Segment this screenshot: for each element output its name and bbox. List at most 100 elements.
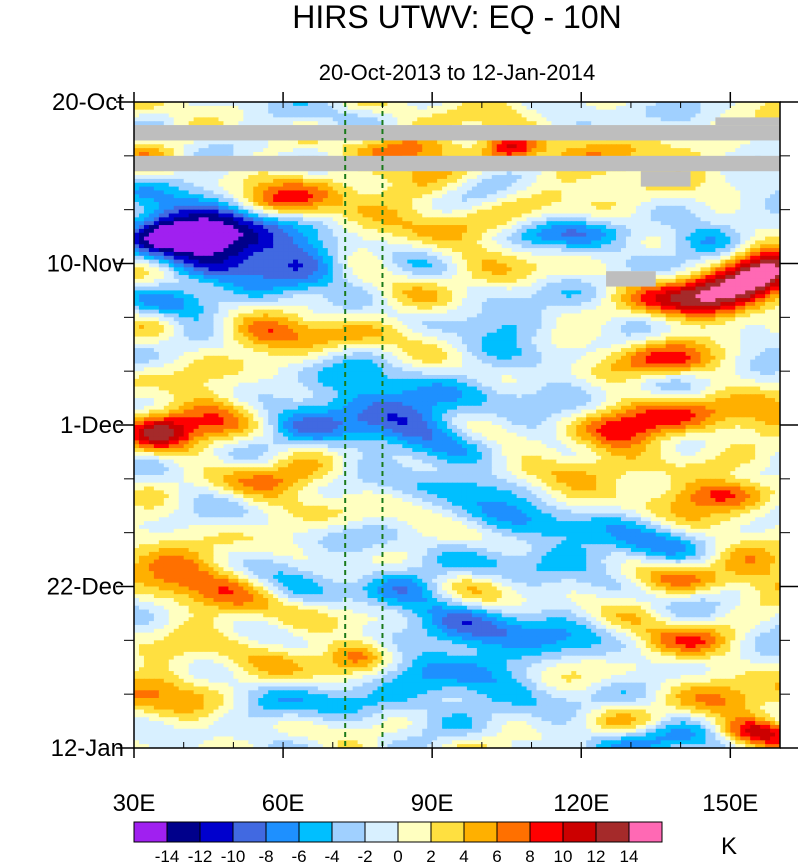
heatmap-cell xyxy=(625,217,632,222)
heatmap-cell xyxy=(576,232,582,238)
heatmap-cell xyxy=(501,117,508,122)
heatmap-cell xyxy=(402,217,408,222)
heatmap-cell xyxy=(725,209,731,215)
heatmap-cell xyxy=(675,225,682,230)
heatmap-cell xyxy=(526,102,533,107)
heatmap-cell xyxy=(332,148,339,153)
heatmap-cell xyxy=(457,148,463,153)
heatmap-cell xyxy=(213,201,220,207)
heatmap-cell xyxy=(273,117,279,122)
heatmap-cell xyxy=(273,205,279,211)
heatmap-cell xyxy=(616,209,622,215)
heatmap-cell xyxy=(387,228,393,234)
heatmap-cell xyxy=(745,198,751,203)
heatmap-cell xyxy=(432,201,438,207)
heatmap-cell xyxy=(735,228,741,234)
heatmap-cell xyxy=(695,121,702,126)
heatmap-cell xyxy=(362,178,369,184)
heatmap-cell xyxy=(655,244,662,249)
heatmap-cell xyxy=(168,140,175,145)
heatmap-cell xyxy=(447,190,453,195)
heatmap-cell xyxy=(138,102,145,107)
heatmap-cell xyxy=(471,151,478,157)
heatmap-cell xyxy=(327,113,334,118)
heatmap-cell xyxy=(407,151,413,157)
heatmap-cell xyxy=(491,182,498,188)
heatmap-cell xyxy=(183,205,190,211)
heatmap-cell xyxy=(198,113,205,118)
heatmap-cell xyxy=(213,244,220,249)
heatmap-cell xyxy=(511,194,518,199)
heatmap-cell xyxy=(397,248,403,253)
heatmap-cell xyxy=(705,144,712,149)
heatmap-cell xyxy=(288,109,294,115)
heatmap-cell xyxy=(317,186,324,192)
heatmap-cell xyxy=(730,240,736,245)
heatmap-cell xyxy=(228,121,234,126)
heatmap-cell xyxy=(516,213,523,218)
heatmap-cell xyxy=(322,140,329,145)
heatmap-cell xyxy=(457,186,463,192)
heatmap-cell xyxy=(531,194,538,199)
heatmap-cell xyxy=(496,194,503,199)
heatmap-cell xyxy=(283,171,289,176)
heatmap-cell xyxy=(546,117,553,122)
heatmap-cell xyxy=(620,244,627,249)
heatmap-cell xyxy=(263,148,269,153)
heatmap-cell xyxy=(501,228,508,234)
heatmap-cell xyxy=(297,171,304,176)
heatmap-cell xyxy=(675,105,682,111)
heatmap-cell xyxy=(317,171,324,176)
heatmap-cell xyxy=(337,113,344,118)
heatmap-cell xyxy=(218,182,225,188)
heatmap-cell xyxy=(506,217,513,222)
heatmap-cell xyxy=(700,228,707,234)
heatmap-cell xyxy=(258,248,264,253)
heatmap-cell xyxy=(601,225,607,230)
heatmap-cell xyxy=(571,109,577,115)
heatmap-cell xyxy=(457,198,463,203)
heatmap-cell xyxy=(208,217,215,222)
heatmap-cell xyxy=(327,217,334,222)
heatmap-cell xyxy=(635,105,642,111)
heatmap-cell xyxy=(447,198,453,203)
heatmap-cell xyxy=(760,232,766,238)
heatmap-cell xyxy=(253,209,259,215)
heatmap-cell xyxy=(566,117,572,122)
heatmap-cell xyxy=(322,148,329,153)
heatmap-cell xyxy=(143,151,150,157)
heatmap-cell xyxy=(332,109,339,115)
heatmap-cell xyxy=(670,198,677,203)
heatmap-cell xyxy=(635,151,642,157)
chart-subtitle: 20-Oct-2013 to 12-Jan-2014 xyxy=(319,60,595,85)
heatmap-cell xyxy=(461,182,468,188)
heatmap-cell xyxy=(655,151,662,157)
heatmap-cell xyxy=(511,117,518,122)
heatmap-cell xyxy=(596,236,602,242)
heatmap-cell xyxy=(238,248,244,253)
heatmap-cell xyxy=(357,102,364,107)
heatmap-cell xyxy=(506,144,513,149)
heatmap-cell xyxy=(675,109,682,115)
heatmap-cell xyxy=(606,201,612,207)
heatmap-cell xyxy=(685,109,692,115)
heatmap-cell xyxy=(750,186,756,192)
heatmap-cell xyxy=(640,105,647,111)
heatmap-cell xyxy=(148,175,155,180)
heatmap-cell xyxy=(740,217,746,222)
heatmap-cell xyxy=(770,178,776,184)
heatmap-cell xyxy=(248,244,254,249)
heatmap-cell xyxy=(134,117,140,122)
heatmap-cell xyxy=(143,221,150,226)
heatmap-cell xyxy=(710,151,716,157)
heatmap-cell xyxy=(616,182,622,188)
heatmap-cell xyxy=(407,194,413,199)
heatmap-cell xyxy=(243,205,249,211)
heatmap-cell xyxy=(745,201,751,207)
heatmap-cell xyxy=(203,194,210,199)
heatmap-cell xyxy=(596,121,602,126)
heatmap-cell xyxy=(710,148,716,153)
heatmap-cell xyxy=(397,171,403,176)
heatmap-cell xyxy=(486,117,493,122)
heatmap-cell xyxy=(143,201,150,207)
